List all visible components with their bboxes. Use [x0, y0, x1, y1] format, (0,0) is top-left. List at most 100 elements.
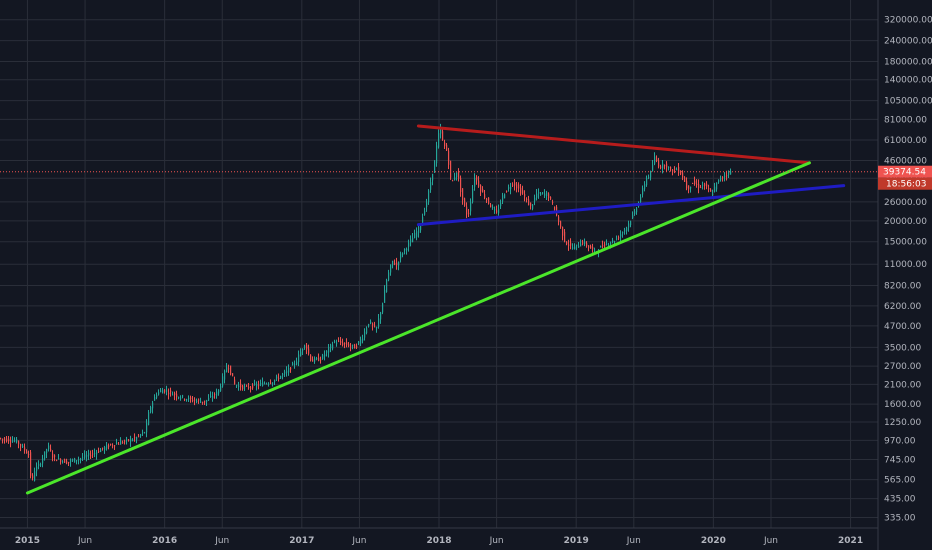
- candle-body: [92, 453, 94, 455]
- candle-body: [528, 199, 530, 206]
- candle-body: [138, 435, 140, 437]
- x-tick-label: 2017: [289, 536, 314, 546]
- y-tick-label: 435.00: [884, 495, 916, 505]
- candle-body: [358, 341, 360, 344]
- candle-body: [578, 245, 580, 248]
- candle-body: [242, 385, 244, 390]
- candle-body: [364, 331, 366, 338]
- candle-body: [380, 312, 382, 320]
- candle-body: [114, 445, 116, 447]
- candle-body: [66, 460, 68, 464]
- candle-body: [462, 188, 464, 201]
- candle-body: [630, 221, 632, 226]
- candle-body: [490, 204, 492, 208]
- x-tick-label: Jun: [763, 536, 778, 546]
- candle-body: [362, 338, 364, 341]
- candle-body: [342, 342, 344, 345]
- candle-body: [4, 438, 6, 440]
- y-tick-label: 320000.00: [884, 16, 932, 26]
- candle-body: [220, 386, 222, 391]
- candle-body: [10, 441, 12, 443]
- y-tick-label: 15000.00: [884, 238, 927, 248]
- candle-body: [170, 390, 172, 392]
- y-tick-label: 240000.00: [884, 37, 932, 47]
- candle-body: [276, 376, 278, 379]
- y-tick-label: 335.00: [884, 514, 916, 524]
- candle-body: [626, 227, 628, 232]
- candle-body: [562, 226, 564, 236]
- candle-body: [88, 452, 90, 456]
- candle-body: [658, 161, 660, 167]
- candle-body: [192, 399, 194, 402]
- candle-body: [406, 248, 408, 251]
- candle-body: [144, 432, 146, 434]
- candle-body: [102, 447, 104, 449]
- candle-body: [328, 347, 330, 353]
- y-tick-label: 1250.00: [884, 418, 921, 428]
- candle-body: [64, 459, 66, 463]
- candle-body: [470, 202, 472, 212]
- candle-body: [436, 145, 438, 164]
- candle-body: [580, 243, 582, 247]
- y-tick-label: 745.00: [884, 456, 916, 466]
- y-tick-label: 81000.00: [884, 115, 927, 125]
- candle-body: [650, 171, 652, 178]
- candle-body: [128, 439, 130, 441]
- candle-body: [516, 184, 518, 189]
- candle-body: [0, 438, 2, 440]
- y-tick-label: 6200.00: [884, 302, 921, 312]
- candle-body: [604, 243, 606, 247]
- candle-body: [448, 150, 450, 165]
- candle-body: [576, 244, 578, 246]
- candle-body: [634, 211, 636, 215]
- candle-body: [52, 453, 54, 458]
- trend-lines[interactable]: [25, 124, 846, 495]
- candle-body: [422, 217, 424, 226]
- candle-body: [660, 166, 662, 169]
- candle-body: [538, 192, 540, 194]
- countdown-label: 18:56:03: [886, 180, 926, 190]
- candle-body: [308, 348, 310, 354]
- candle-body: [126, 438, 128, 440]
- candle-body: [486, 198, 488, 201]
- y-tick-label: 970.00: [884, 436, 916, 446]
- candle-body: [274, 379, 276, 382]
- candle-body: [512, 184, 514, 186]
- candle-body: [236, 385, 238, 387]
- candle-body: [570, 242, 572, 246]
- candle-body: [566, 241, 568, 245]
- candle-body: [218, 389, 220, 394]
- y-axis[interactable]: 335.00 435.00 565.00 745.00 970.00 1250.00 160…: [884, 16, 932, 524]
- candle-body: [550, 197, 552, 199]
- candle-body: [384, 289, 386, 303]
- candle-body: [164, 389, 166, 393]
- candle-body: [60, 459, 62, 463]
- candle-body: [302, 348, 304, 351]
- candle-body: [166, 390, 168, 392]
- candle-body: [498, 209, 500, 214]
- candle-body: [256, 384, 258, 387]
- candle-body: [492, 207, 494, 209]
- candles: [0, 123, 732, 482]
- candle-body: [264, 383, 266, 385]
- x-axis[interactable]: 2015 Jun 2016 Jun 2017 Jun 2018 Jun 2019 Jun 2020 J…: [15, 536, 863, 546]
- candle-body: [468, 212, 470, 214]
- candle-body: [670, 167, 672, 169]
- candle-body: [314, 358, 316, 362]
- candle-body: [90, 455, 92, 457]
- candle-body: [28, 454, 30, 456]
- candle-body: [332, 344, 334, 349]
- candle-body: [428, 190, 430, 202]
- candle-body: [588, 245, 590, 248]
- candle-body: [80, 458, 82, 460]
- candle-body: [532, 204, 534, 209]
- candle-body: [558, 216, 560, 223]
- candle-body: [202, 401, 204, 403]
- candle-body: [728, 171, 730, 175]
- candle-body: [574, 246, 576, 250]
- candle-body: [370, 321, 372, 324]
- candle-body: [354, 344, 356, 349]
- candle-body: [608, 244, 610, 246]
